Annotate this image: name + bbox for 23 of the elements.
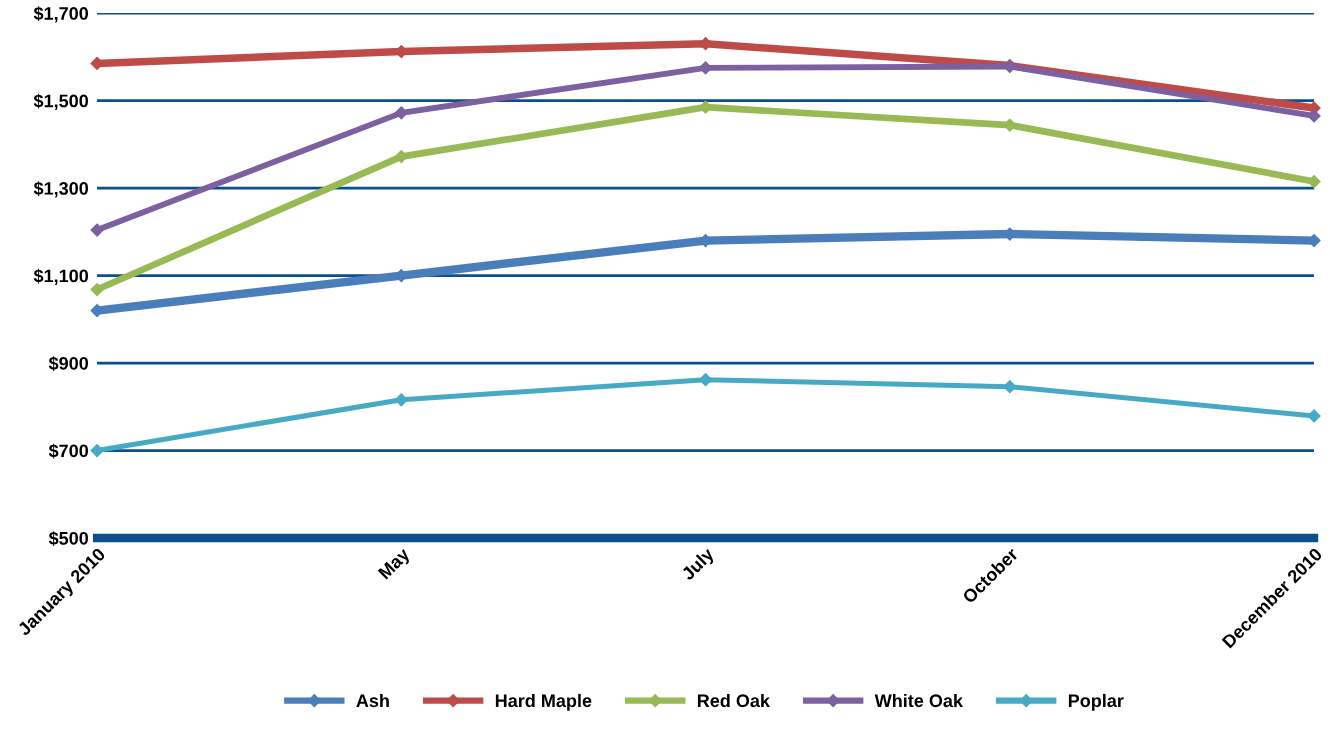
legend-label: Red Oak	[697, 693, 770, 708]
point	[1307, 409, 1321, 423]
y-tick-label: $700	[48, 443, 89, 459]
point	[394, 150, 408, 164]
y-tick-label: $900	[48, 356, 89, 371]
y-tick-label: $1,100	[33, 268, 89, 285]
legend-label: Hard Maple	[495, 693, 592, 711]
point	[394, 393, 408, 407]
point	[90, 223, 104, 237]
point	[90, 282, 104, 297]
point	[90, 443, 104, 458]
point	[394, 106, 408, 120]
point	[1003, 380, 1017, 394]
legend-label: White Oak	[874, 693, 963, 708]
legend-label: Ash	[356, 693, 389, 708]
legend-label: Poplar	[1068, 693, 1124, 711]
y-tick-label: $500	[48, 531, 89, 546]
point	[1307, 174, 1321, 189]
y-tick-label: $1,500	[33, 93, 89, 110]
point	[698, 373, 713, 387]
y-tick-label: $1,700	[33, 6, 89, 23]
y-tick-label: $1,300	[33, 181, 89, 198]
point	[1307, 109, 1321, 123]
